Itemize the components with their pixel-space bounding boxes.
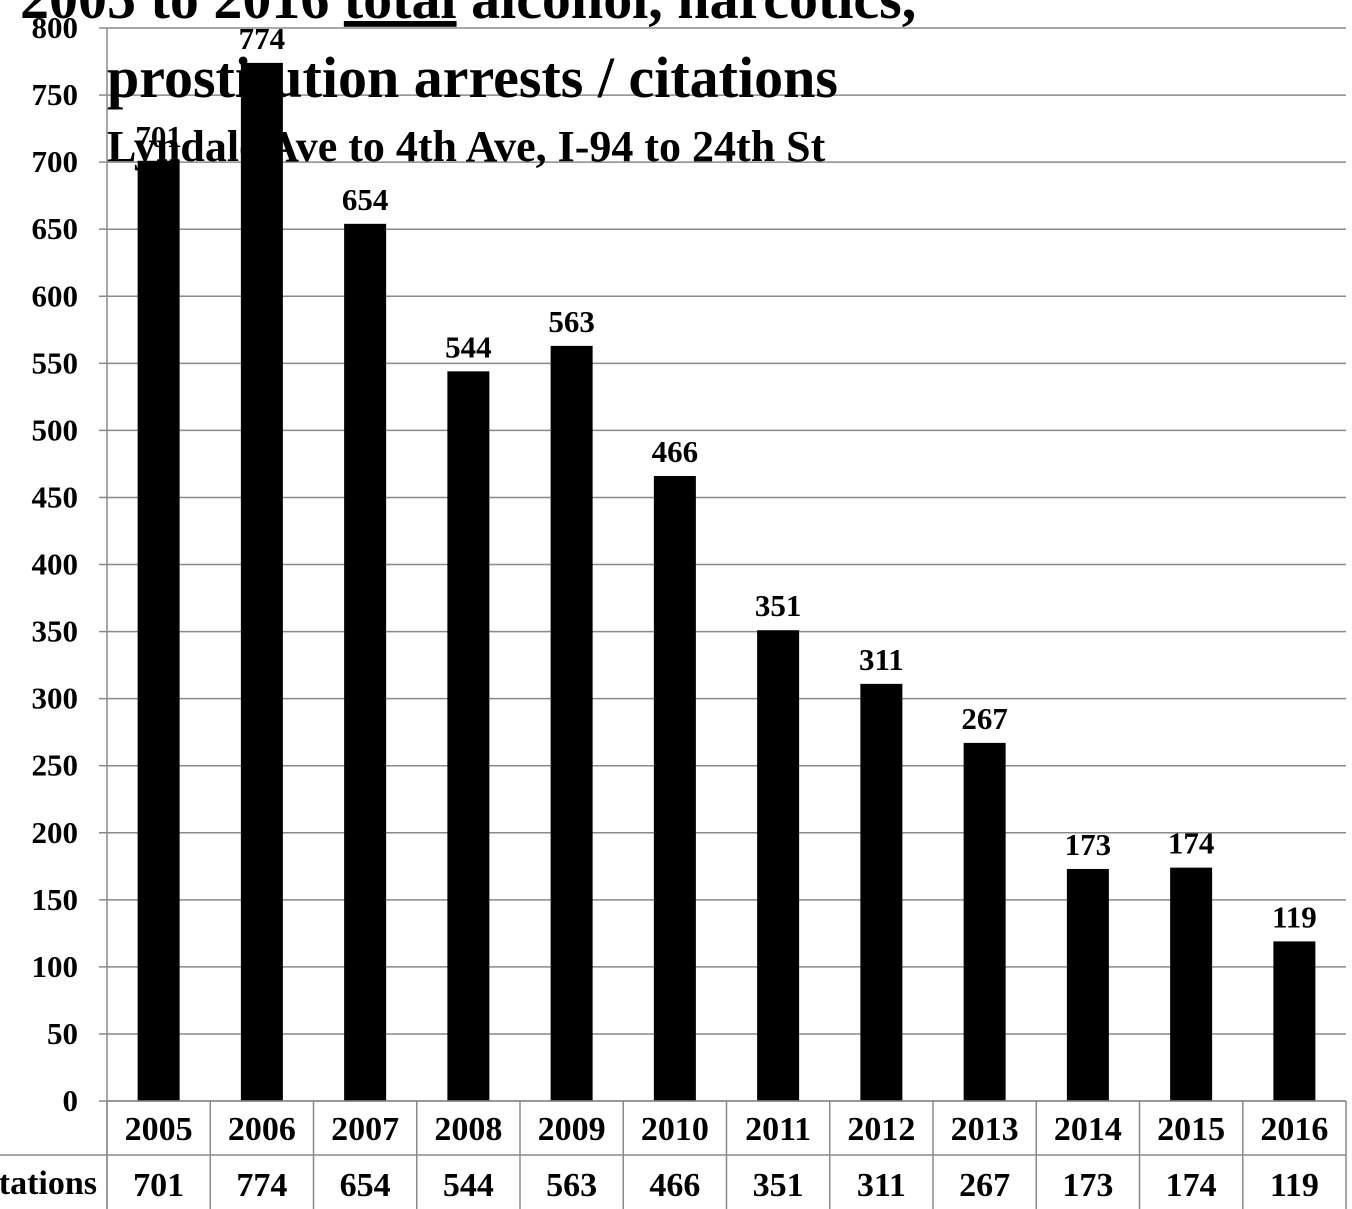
chart-subtitle: Lyndale Ave to 4th Ave, I-94 to 24th St <box>107 122 826 171</box>
table-value-2016: 119 <box>1270 1167 1319 1204</box>
y-tick-label: 50 <box>47 1016 78 1051</box>
bar-2011 <box>757 630 800 1101</box>
y-tick-label: 250 <box>32 748 79 783</box>
table-value-2013: 267 <box>959 1167 1010 1204</box>
y-tick-label: 450 <box>32 479 79 514</box>
x-tick-label-2006: 2006 <box>228 1111 296 1148</box>
table-value-2015: 174 <box>1166 1167 1217 1204</box>
bar-2014 <box>1066 868 1109 1101</box>
y-tick-label: 700 <box>32 144 79 179</box>
table-value-2009: 563 <box>546 1167 597 1204</box>
data-label-2005: 701 <box>135 119 182 154</box>
data-label-2015: 174 <box>1168 826 1215 861</box>
data-labels: 701 774 654 544 563 466 351 311 267 173 174 119 <box>135 21 1316 935</box>
table-row-header: arrests / citations <box>0 1165 97 1202</box>
table-value-2012: 311 <box>857 1167 906 1204</box>
table-value-2008: 544 <box>443 1167 494 1204</box>
y-tick-label: 200 <box>32 815 79 850</box>
table-value-2007: 654 <box>340 1167 391 1204</box>
y-tick-label: 600 <box>32 278 79 313</box>
chart-title-line-1: 2005 to 2016 total alcohol, narcotics, <box>20 0 916 31</box>
data-table: arrests / citations 2005 701 2006 774 2007 654… <box>0 1100 1347 1209</box>
x-tick-label-2007: 2007 <box>331 1111 399 1148</box>
data-label-2007: 654 <box>342 182 389 217</box>
table-value-2005: 701 <box>133 1167 184 1204</box>
x-tick-label-2010: 2010 <box>641 1111 709 1148</box>
chart-title-pre: 2005 to 2016 <box>20 0 344 31</box>
y-tick-label: 550 <box>32 345 79 380</box>
bar-2012 <box>860 683 903 1101</box>
table-value-2014: 173 <box>1062 1167 1113 1204</box>
data-label-2008: 544 <box>445 329 492 364</box>
bar-2010 <box>653 475 696 1101</box>
x-tick-label-2008: 2008 <box>434 1111 502 1148</box>
table-value-2010: 466 <box>649 1167 700 1204</box>
bar-2007 <box>344 223 387 1101</box>
chart-title-post: alcohol, narcotics, <box>457 0 917 31</box>
table-value-2006: 774 <box>236 1167 287 1204</box>
data-label-2012: 311 <box>859 642 904 677</box>
y-axis: 0 50 100 150 200 250 300 350 400 450 500 550 600 650 7… <box>32 10 108 1209</box>
data-label-2006: 774 <box>239 21 286 56</box>
data-label-2016: 119 <box>1272 899 1317 934</box>
y-tick-label: 400 <box>32 547 79 582</box>
y-tick-label: 350 <box>32 614 79 649</box>
chart-title-emphasis: total <box>344 0 457 31</box>
x-tick-label-2016: 2016 <box>1260 1111 1328 1148</box>
x-tick-label-2014: 2014 <box>1054 1111 1122 1148</box>
bar-2005 <box>137 160 180 1101</box>
y-tick-label: 150 <box>32 882 79 917</box>
y-tick-label: 650 <box>32 211 79 246</box>
data-label-2011: 351 <box>755 588 802 623</box>
y-tick-label: 300 <box>32 681 79 716</box>
chart-title-line-2: prostitution arrests / citations <box>107 45 838 110</box>
bar-2013 <box>963 742 1006 1101</box>
bar-2009 <box>550 345 593 1102</box>
x-tick-label-2015: 2015 <box>1157 1111 1225 1148</box>
y-tick-label: 800 <box>32 10 79 45</box>
data-label-2009: 563 <box>548 304 595 339</box>
table-value-2011: 351 <box>753 1167 804 1204</box>
x-tick-label-2013: 2013 <box>951 1111 1019 1148</box>
data-label-2014: 173 <box>1065 827 1112 862</box>
bars <box>137 62 1316 1102</box>
bar-2015 <box>1170 867 1213 1101</box>
y-tick-label: 750 <box>32 77 79 112</box>
x-tick-label-2009: 2009 <box>538 1111 606 1148</box>
x-tick-label-2005: 2005 <box>125 1111 193 1148</box>
y-tick-label: 100 <box>32 949 79 984</box>
bar-2016 <box>1273 941 1316 1101</box>
data-label-2010: 466 <box>652 434 699 469</box>
x-tick-label-2011: 2011 <box>745 1111 811 1148</box>
y-tick-label: 500 <box>32 412 79 447</box>
titles: 2005 to 2016 total alcohol, narcotics, p… <box>20 0 916 171</box>
data-label-2013: 267 <box>961 701 1008 736</box>
x-tick-label-2012: 2012 <box>847 1111 915 1148</box>
bar-2008 <box>447 371 490 1101</box>
gridlines <box>107 27 1346 1102</box>
bar-2006 <box>240 62 283 1101</box>
y-tick-label: 0 <box>63 1083 79 1118</box>
